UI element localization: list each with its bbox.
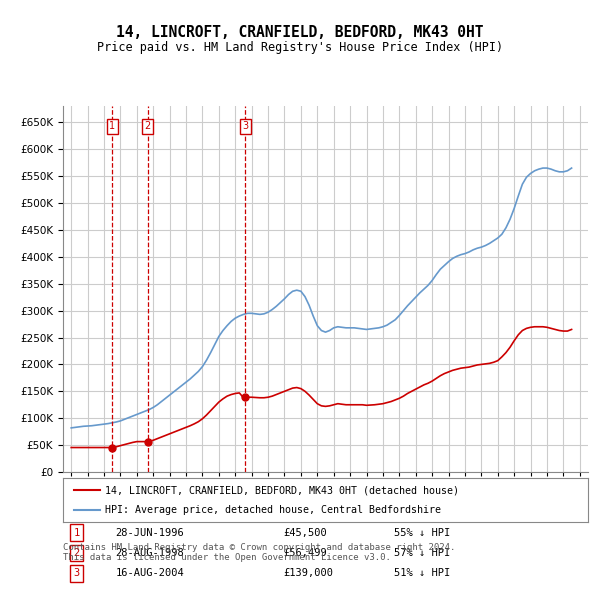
- Text: £45,500: £45,500: [284, 527, 327, 537]
- Text: 1: 1: [109, 122, 115, 132]
- Text: 3: 3: [242, 122, 248, 132]
- Text: £139,000: £139,000: [284, 568, 334, 578]
- Text: 14, LINCROFT, CRANFIELD, BEDFORD, MK43 0HT: 14, LINCROFT, CRANFIELD, BEDFORD, MK43 0…: [116, 25, 484, 40]
- Text: 57% ↓ HPI: 57% ↓ HPI: [394, 548, 450, 558]
- Text: Contains HM Land Registry data © Crown copyright and database right 2024.: Contains HM Land Registry data © Crown c…: [63, 543, 455, 552]
- Text: 51% ↓ HPI: 51% ↓ HPI: [394, 568, 450, 578]
- Text: 28-JUN-1996: 28-JUN-1996: [115, 527, 184, 537]
- Text: This data is licensed under the Open Government Licence v3.0.: This data is licensed under the Open Gov…: [63, 553, 391, 562]
- Text: 1: 1: [74, 527, 80, 537]
- Text: 2: 2: [74, 548, 80, 558]
- Text: 2: 2: [145, 122, 151, 132]
- Text: 16-AUG-2004: 16-AUG-2004: [115, 568, 184, 578]
- Text: Price paid vs. HM Land Registry's House Price Index (HPI): Price paid vs. HM Land Registry's House …: [97, 41, 503, 54]
- Text: HPI: Average price, detached house, Central Bedfordshire: HPI: Average price, detached house, Cent…: [105, 505, 441, 514]
- Text: 55% ↓ HPI: 55% ↓ HPI: [394, 527, 450, 537]
- Text: 28-AUG-1998: 28-AUG-1998: [115, 548, 184, 558]
- Text: £56,499: £56,499: [284, 548, 327, 558]
- Text: 14, LINCROFT, CRANFIELD, BEDFORD, MK43 0HT (detached house): 14, LINCROFT, CRANFIELD, BEDFORD, MK43 0…: [105, 486, 459, 495]
- Text: 3: 3: [74, 568, 80, 578]
